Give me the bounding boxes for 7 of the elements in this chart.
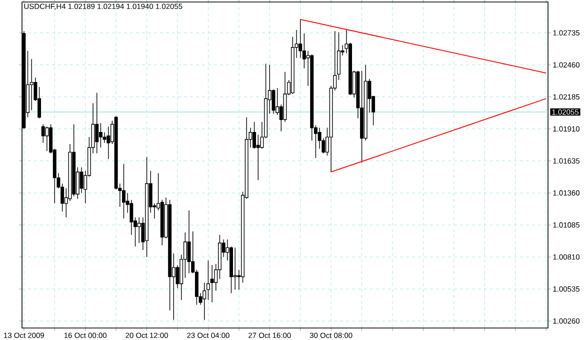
candlestick xyxy=(45,126,49,152)
candlestick xyxy=(187,210,191,274)
candlestick xyxy=(145,156,149,258)
candlestick xyxy=(233,247,237,290)
candlestick xyxy=(72,124,76,197)
candlestick xyxy=(210,264,214,303)
candlestick xyxy=(95,92,99,154)
